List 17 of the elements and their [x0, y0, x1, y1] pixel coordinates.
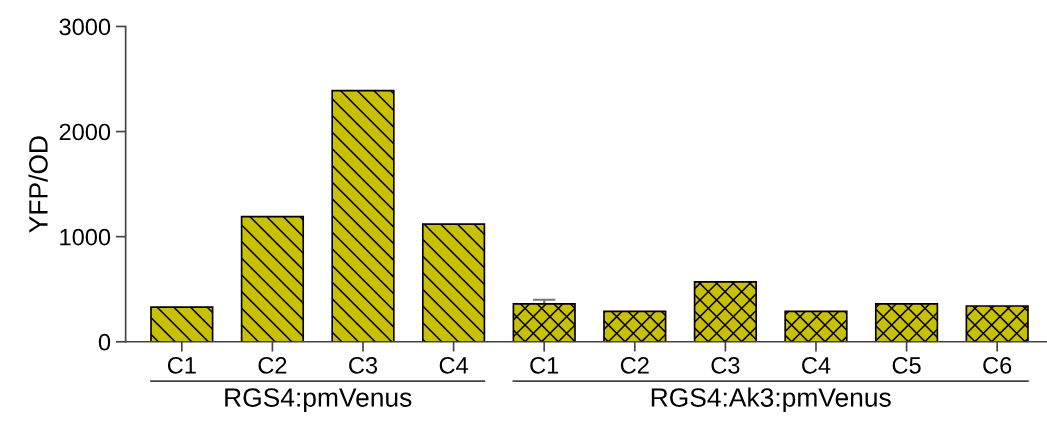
x-tick-label: C2 [620, 356, 649, 374]
x-tick-label: C3 [711, 356, 740, 374]
x-tick-label: C4 [439, 356, 468, 374]
x-tick-label: C3 [349, 356, 378, 374]
text: RGS4:Ak3:pmVenus [651, 387, 891, 413]
x-tick-label: C6 [983, 356, 1012, 374]
y-tick-label: 0 [98, 333, 111, 351]
x-tick-label: C1 [167, 356, 196, 374]
text: RGS4:pmVenus [225, 388, 412, 413]
y-tick-label: 1000 [60, 228, 111, 246]
x-tick-label: C1 [530, 356, 559, 374]
y-tick-label: 3000 [59, 18, 111, 36]
y-tick-label: 2000 [59, 123, 111, 141]
x-tick-label: C5 [892, 356, 921, 374]
x-tick-label: C2 [258, 356, 287, 374]
y-axis-title: YFP/OD [28, 136, 48, 233]
x-tick-label: C4 [802, 356, 831, 374]
